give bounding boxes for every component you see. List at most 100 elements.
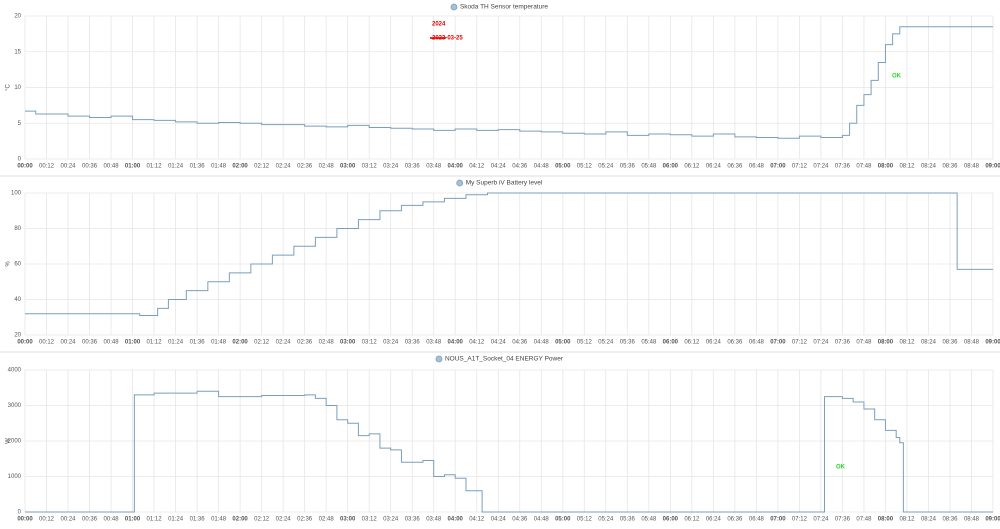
legend-swatch [450, 3, 458, 11]
data-line [25, 26, 993, 139]
x-tick-label: 09:00 [985, 517, 1000, 523]
x-tick-label: 00:00 [17, 340, 33, 346]
x-tick-label: 03:00 [340, 517, 356, 523]
x-tick-label: 00:36 [82, 340, 98, 346]
x-tick-label: 05:24 [598, 517, 614, 523]
x-tick-label: 05:48 [641, 164, 657, 170]
x-tick-label: 02:24 [276, 517, 292, 523]
x-tick-label: 01:12 [147, 517, 163, 523]
y-tick-label: 100 [11, 191, 22, 197]
x-tick-label: 02:48 [319, 340, 335, 346]
y-tick-label: 20 [14, 14, 21, 20]
x-tick-label: 05:36 [620, 340, 636, 346]
y-tick-label: 2000 [8, 439, 22, 445]
x-tick-label: 04:00 [448, 164, 464, 170]
annotation: 2023-03-25 [432, 36, 463, 42]
x-tick-label: 03:24 [383, 517, 399, 523]
x-tick-label: 04:48 [534, 164, 550, 170]
x-tick-label: 05:24 [598, 340, 614, 346]
x-tick-label: 00:48 [104, 164, 120, 170]
x-tick-label: 04:12 [469, 517, 485, 523]
x-tick-label: 08:48 [964, 517, 980, 523]
x-tick-label: 07:36 [835, 164, 851, 170]
x-tick-label: 06:48 [749, 517, 765, 523]
data-line [25, 390, 993, 513]
x-tick-label: 03:48 [426, 517, 442, 523]
chart-title: Skoda TH Sensor temperature [460, 4, 548, 11]
x-tick-label: 01:36 [190, 164, 206, 170]
x-tick-label: 00:24 [61, 517, 77, 523]
x-tick-label: 06:00 [663, 164, 679, 170]
x-tick-label: 06:36 [727, 340, 743, 346]
x-tick-label: 02:12 [254, 164, 270, 170]
x-tick-label: 03:36 [405, 340, 421, 346]
x-tick-label: 03:24 [383, 164, 399, 170]
x-tick-label: 04:12 [469, 164, 485, 170]
x-tick-label: 06:36 [727, 164, 743, 170]
x-tick-label: 07:48 [856, 340, 872, 346]
x-tick-label: 06:24 [706, 164, 722, 170]
x-tick-label: 02:00 [232, 340, 248, 346]
y-tick-label: 4000 [8, 368, 22, 374]
x-tick-label: 05:00 [555, 517, 571, 523]
y-tick-label: 10 [14, 85, 21, 91]
x-tick-label: 08:24 [921, 340, 937, 346]
x-tick-label: 07:36 [835, 340, 851, 346]
x-tick-label: 04:24 [491, 164, 507, 170]
x-tick-label: 08:24 [921, 517, 937, 523]
x-tick-label: 06:12 [684, 164, 700, 170]
x-tick-label: 08:12 [899, 164, 915, 170]
x-tick-label: 01:36 [190, 517, 206, 523]
x-tick-label: 09:00 [985, 164, 1000, 170]
x-tick-label: 08:24 [921, 164, 937, 170]
x-tick-label: 05:00 [555, 340, 571, 346]
x-tick-label: 00:12 [39, 164, 55, 170]
x-tick-label: 00:48 [104, 517, 120, 523]
x-tick-label: 02:00 [232, 517, 248, 523]
x-tick-label: 08:36 [942, 340, 958, 346]
x-tick-label: 00:12 [39, 340, 55, 346]
y-tick-label: 60 [14, 262, 21, 268]
x-tick-label: 03:36 [405, 517, 421, 523]
x-tick-label: 03:12 [362, 340, 378, 346]
x-tick-label: 08:36 [942, 517, 958, 523]
x-tick-label: 05:12 [577, 517, 593, 523]
x-tick-label: 02:24 [276, 340, 292, 346]
chart-panel: My Superb iV Battery level 20 40 60 80 100 00:… [6, 179, 1000, 346]
y-axis-label: W [6, 438, 12, 444]
x-tick-label: 01:12 [147, 340, 163, 346]
x-tick-label: 01:00 [125, 517, 141, 523]
x-tick-label: 01:48 [211, 340, 227, 346]
y-tick-label: 5 [18, 121, 22, 127]
x-tick-label: 03:00 [340, 340, 356, 346]
x-tick-label: 00:00 [17, 164, 33, 170]
x-tick-label: 06:48 [749, 340, 765, 346]
x-tick-label: 06:00 [663, 340, 679, 346]
x-tick-label: 03:36 [405, 164, 421, 170]
x-tick-label: 03:12 [362, 164, 378, 170]
x-tick-label: 00:36 [82, 164, 98, 170]
y-axis-label: °C [6, 83, 12, 90]
x-tick-label: 03:48 [426, 164, 442, 170]
x-tick-label: 02:36 [297, 517, 313, 523]
x-tick-label: 07:24 [813, 164, 829, 170]
y-axis-label: % [6, 261, 12, 267]
x-tick-label: 05:12 [577, 164, 593, 170]
x-tick-label: 07:24 [813, 517, 829, 523]
legend-swatch [435, 355, 443, 363]
x-tick-label: 04:00 [448, 517, 464, 523]
x-tick-label: 06:00 [663, 517, 679, 523]
x-tick-label: 04:48 [534, 340, 550, 346]
x-tick-label: 01:24 [168, 517, 184, 523]
annotation: OK [836, 465, 846, 471]
y-tick-label: 0 [18, 510, 22, 516]
x-tick-label: 06:12 [684, 340, 700, 346]
x-tick-label: 08:48 [964, 340, 980, 346]
x-tick-label: 09:00 [985, 340, 1000, 346]
x-tick-label: 02:36 [297, 340, 313, 346]
x-tick-label: 04:36 [512, 517, 528, 523]
x-tick-label: 07:00 [770, 340, 786, 346]
annotation: OK [892, 74, 902, 80]
x-tick-label: 02:24 [276, 164, 292, 170]
